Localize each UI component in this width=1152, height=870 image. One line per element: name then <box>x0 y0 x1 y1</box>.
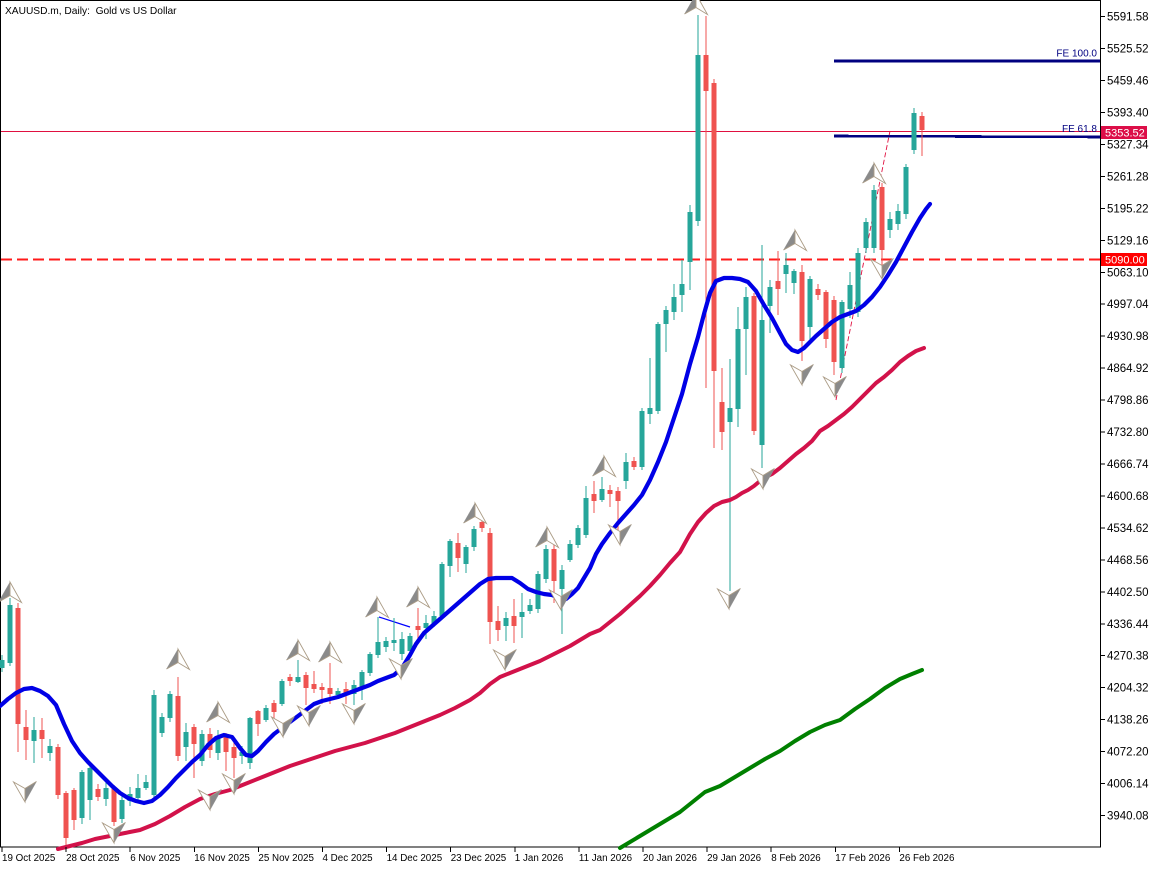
svg-text:4534.62: 4534.62 <box>1107 523 1149 535</box>
svg-text:20 Jan 2026: 20 Jan 2026 <box>643 853 697 864</box>
svg-text:FE 61.8: FE 61.8 <box>1062 124 1097 135</box>
svg-text:14 Dec 2025: 14 Dec 2025 <box>387 853 443 864</box>
svg-text:5327.34: 5327.34 <box>1107 140 1149 152</box>
svg-text:6 Nov 2025: 6 Nov 2025 <box>130 853 181 864</box>
svg-text:5261.28: 5261.28 <box>1107 171 1149 183</box>
svg-text:4732.80: 4732.80 <box>1107 427 1149 439</box>
svg-text:5195.22: 5195.22 <box>1107 203 1149 215</box>
svg-text:16 Nov 2025: 16 Nov 2025 <box>194 853 250 864</box>
svg-text:4204.32: 4204.32 <box>1107 683 1149 695</box>
svg-text:5525.52: 5525.52 <box>1107 44 1149 56</box>
svg-text:5063.10: 5063.10 <box>1107 267 1149 279</box>
svg-text:19 Oct 2025: 19 Oct 2025 <box>2 853 56 864</box>
svg-text:XAUUSD.m, Daily: Gold vs US D: XAUUSD.m, Daily: Gold vs US Dollar <box>5 6 177 17</box>
svg-text:5591.58: 5591.58 <box>1107 12 1149 24</box>
svg-text:5090.00: 5090.00 <box>1105 255 1145 267</box>
svg-text:4006.14: 4006.14 <box>1107 779 1149 791</box>
svg-text:3940.08: 3940.08 <box>1107 811 1149 823</box>
svg-text:4600.68: 4600.68 <box>1107 491 1149 503</box>
svg-text:26 Feb 2026: 26 Feb 2026 <box>899 853 955 864</box>
svg-text:17 Feb 2026: 17 Feb 2026 <box>835 853 891 864</box>
svg-text:4997.04: 4997.04 <box>1107 299 1149 311</box>
svg-text:11 Jan 2026: 11 Jan 2026 <box>579 853 633 864</box>
svg-text:8 Feb 2026: 8 Feb 2026 <box>771 853 821 864</box>
svg-text:5353.52: 5353.52 <box>1105 128 1145 140</box>
svg-text:4666.74: 4666.74 <box>1107 459 1149 471</box>
svg-text:4864.92: 4864.92 <box>1107 363 1149 375</box>
svg-text:29 Jan 2026: 29 Jan 2026 <box>707 853 761 864</box>
svg-text:4930.98: 4930.98 <box>1107 331 1149 343</box>
svg-text:1 Jan 2026: 1 Jan 2026 <box>515 853 564 864</box>
svg-text:5129.16: 5129.16 <box>1107 235 1149 247</box>
svg-text:5459.46: 5459.46 <box>1107 76 1149 88</box>
svg-text:5393.40: 5393.40 <box>1107 108 1149 120</box>
svg-text:4798.86: 4798.86 <box>1107 395 1149 407</box>
svg-text:23 Dec 2025: 23 Dec 2025 <box>451 853 507 864</box>
svg-text:25 Nov 2025: 25 Nov 2025 <box>258 853 314 864</box>
svg-text:4402.50: 4402.50 <box>1107 587 1149 599</box>
svg-text:28 Oct 2025: 28 Oct 2025 <box>66 853 120 864</box>
svg-text:FE 100.0: FE 100.0 <box>1056 49 1097 60</box>
svg-text:4138.26: 4138.26 <box>1107 715 1149 727</box>
svg-text:4072.20: 4072.20 <box>1107 747 1149 759</box>
svg-text:4 Dec 2025: 4 Dec 2025 <box>323 853 374 864</box>
svg-text:4468.56: 4468.56 <box>1107 555 1149 567</box>
svg-text:4270.38: 4270.38 <box>1107 651 1149 663</box>
svg-text:4336.44: 4336.44 <box>1107 619 1149 631</box>
